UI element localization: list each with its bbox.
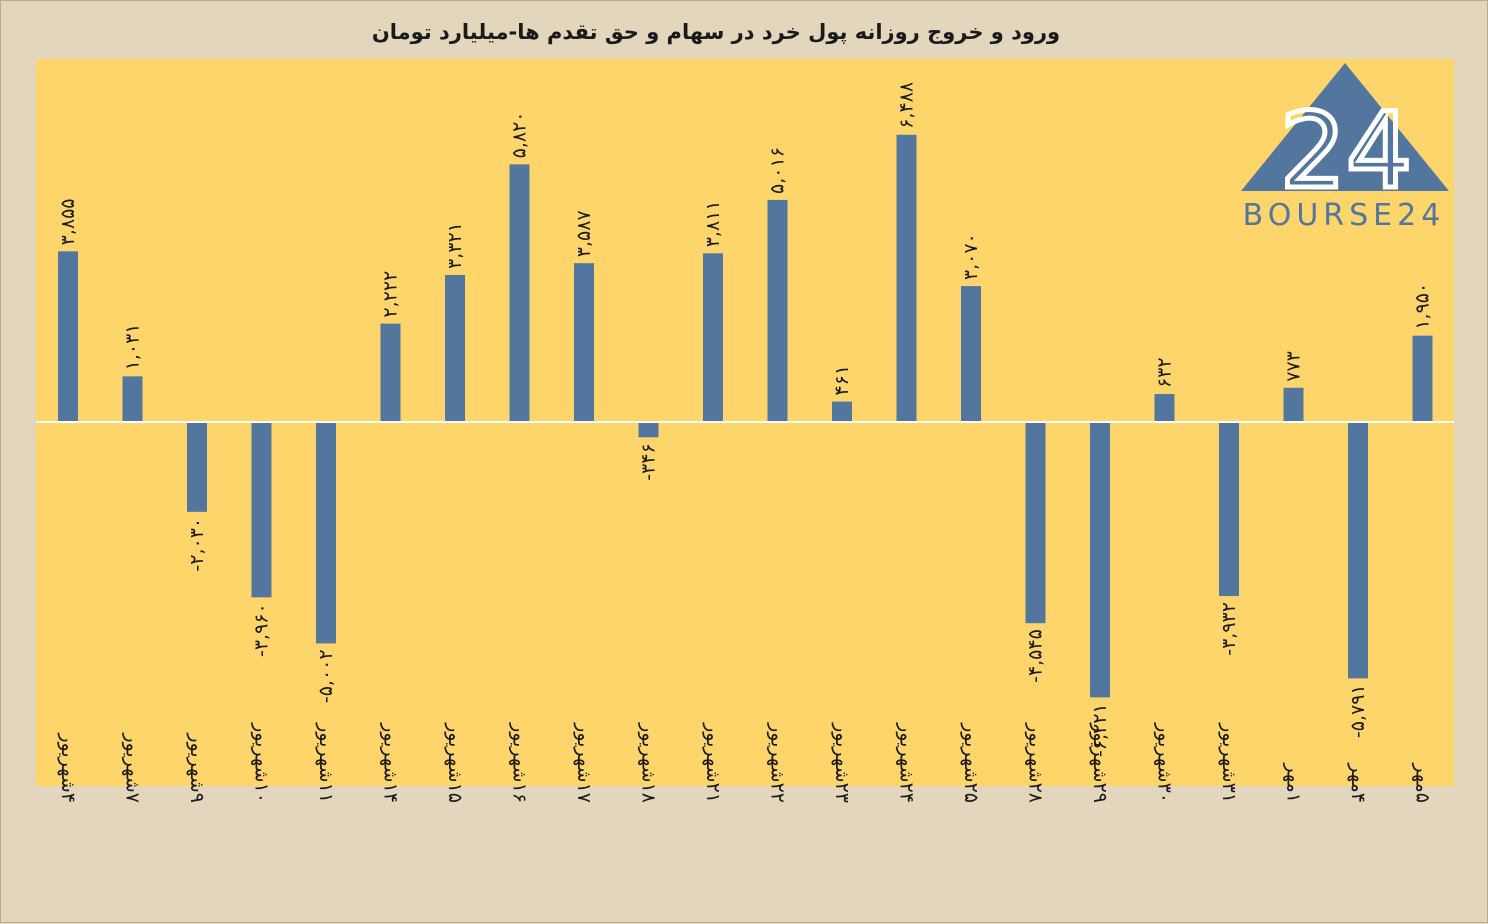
chart-title: ورود و خروج روزانه پول خرد در سهام و حق … [372, 20, 1060, 45]
category-label-18: ۳۱شهریور [1218, 722, 1240, 803]
data-label-8: ۳,۵۸۷ [573, 210, 595, 257]
bar-10 [703, 253, 723, 422]
bar-4 [316, 422, 336, 644]
bar-6 [445, 274, 465, 422]
category-label-0: ۴شهریور [57, 732, 79, 803]
data-label-19: ۷۷۳ [1283, 351, 1305, 382]
data-label-6: ۳,۳۲۱ [444, 222, 466, 269]
data-label-9: -۳۴۶ [638, 443, 660, 480]
data-label-16: -۶,۲۲۱ [1089, 703, 1111, 757]
data-label-7: ۵,۸۲۰ [509, 111, 531, 158]
logo-triangle-icon [1241, 63, 1449, 191]
category-label-9: ۱۸شهریور [638, 722, 660, 803]
bar-series [58, 134, 1433, 698]
data-label-14: ۳,۰۷۰ [960, 233, 982, 280]
category-label-19: ۱مهر [1283, 762, 1305, 803]
bar-8 [574, 263, 594, 422]
category-label-14: ۲۵شهریور [960, 722, 982, 803]
category-label-1: ۷شهریور [122, 732, 144, 803]
bar-14 [961, 286, 981, 422]
category-label-3: ۱۰شهریور [251, 722, 273, 803]
data-label-18: -۳,۹۳۲ [1218, 602, 1240, 656]
category-label-21: ۵مهر [1412, 762, 1434, 803]
bar-16 [1090, 422, 1110, 698]
category-label-7: ۱۶شهریور [509, 722, 531, 803]
data-label-17: ۶۳۲ [1154, 357, 1176, 388]
bar-2 [187, 422, 207, 512]
data-label-15: -۴,۵۴۵ [1025, 629, 1047, 683]
bar-0 [58, 251, 78, 422]
bar-11 [767, 199, 788, 422]
category-label-5: ۱۴شهریور [380, 722, 402, 803]
bar-20 [1348, 422, 1368, 679]
category-label-13: ۲۴شهریور [896, 722, 918, 803]
bar-3 [251, 422, 272, 598]
bar-18 [1219, 422, 1239, 597]
category-label-11: ۲۲شهریور [767, 722, 789, 803]
bar-5 [380, 323, 401, 422]
data-label-2: -۲,۰۳۰ [186, 518, 208, 572]
data-label-12: ۴۶۱ [831, 365, 853, 396]
category-labels: ۴شهریور ۷شهریور ۹شهریور ۱۰شهریور ۱۱شهریور ۱۴ش… [57, 722, 1434, 803]
data-label-21: ۱,۹۵۰ [1412, 283, 1434, 330]
bar-15 [1025, 422, 1046, 624]
bar-7 [509, 164, 530, 423]
logo-mark: 24 [1280, 90, 1412, 212]
data-label-3: -۳,۹۶۰ [251, 603, 273, 657]
bar-21 [1412, 335, 1433, 422]
category-label-12: ۲۳شهریور [831, 722, 853, 803]
logo-text: BOURSE24 [1243, 198, 1446, 233]
category-label-4: ۱۱شهریور [315, 722, 337, 803]
data-label-5: ۲,۲۲۲ [380, 271, 402, 318]
data-label-4: -۵,۰۰۲ [315, 649, 337, 703]
category-label-16: ۲۹شهریور [1089, 722, 1111, 803]
data-label-11: ۵,۰۱۶ [767, 147, 789, 194]
bar-1 [122, 376, 143, 422]
bar-19 [1283, 387, 1304, 422]
category-label-8: ۱۷شهریور [573, 722, 595, 803]
bar-12 [832, 401, 852, 422]
category-label-15: ۲۸شهریور [1025, 722, 1047, 803]
data-label-0: ۳,۸۵۵ [57, 198, 79, 245]
data-label-1: ۱,۰۳۱ [122, 323, 144, 370]
bar-13 [896, 134, 917, 422]
category-label-20: ۴مهر [1347, 762, 1369, 803]
category-label-17: ۳۰شهریور [1154, 722, 1176, 803]
bourse24-logo: 24 BOURSE24 [1241, 63, 1449, 233]
category-label-10: ۲۱شهریور [702, 722, 724, 803]
bar-9 [638, 422, 659, 438]
category-label-6: ۱۵شهریور [444, 722, 466, 803]
data-label-20: -۵,۷۹۱ [1347, 684, 1369, 738]
data-label-13: ۶,۴۸۸ [896, 82, 918, 129]
bar-17 [1154, 394, 1175, 422]
category-label-2: ۹شهریور [186, 732, 208, 803]
data-label-10: ۳,۸۱۱ [702, 200, 724, 247]
data-labels: ۳,۸۵۵ ۱,۰۳۱ -۲,۰۳۰ -۳,۹۶۰ -۵,۰۰۲ ۲,۲۲۲ ۳,۳۲۱ ۵,… [57, 82, 1434, 757]
